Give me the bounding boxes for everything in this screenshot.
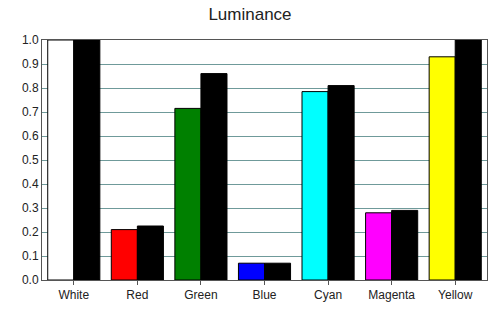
svg-text:Blue: Blue (252, 288, 276, 302)
svg-text:Yellow: Yellow (438, 288, 473, 302)
svg-text:Red: Red (126, 288, 148, 302)
svg-text:0.1: 0.1 (22, 249, 39, 263)
svg-text:0.6: 0.6 (22, 129, 39, 143)
svg-text:Cyan: Cyan (314, 288, 342, 302)
svg-text:Luminance: Luminance (208, 5, 291, 24)
svg-text:0.0: 0.0 (22, 273, 39, 287)
svg-text:White: White (58, 288, 89, 302)
svg-text:0.3: 0.3 (22, 201, 39, 215)
svg-text:Green: Green (184, 288, 217, 302)
svg-text:0.5: 0.5 (22, 153, 39, 167)
svg-text:1.0: 1.0 (22, 33, 39, 47)
svg-text:0.7: 0.7 (22, 105, 39, 119)
svg-text:0.4: 0.4 (22, 177, 39, 191)
svg-text:0.9: 0.9 (22, 57, 39, 71)
svg-text:0.2: 0.2 (22, 225, 39, 239)
svg-text:0.8: 0.8 (22, 81, 39, 95)
svg-text:Magenta: Magenta (368, 288, 415, 302)
